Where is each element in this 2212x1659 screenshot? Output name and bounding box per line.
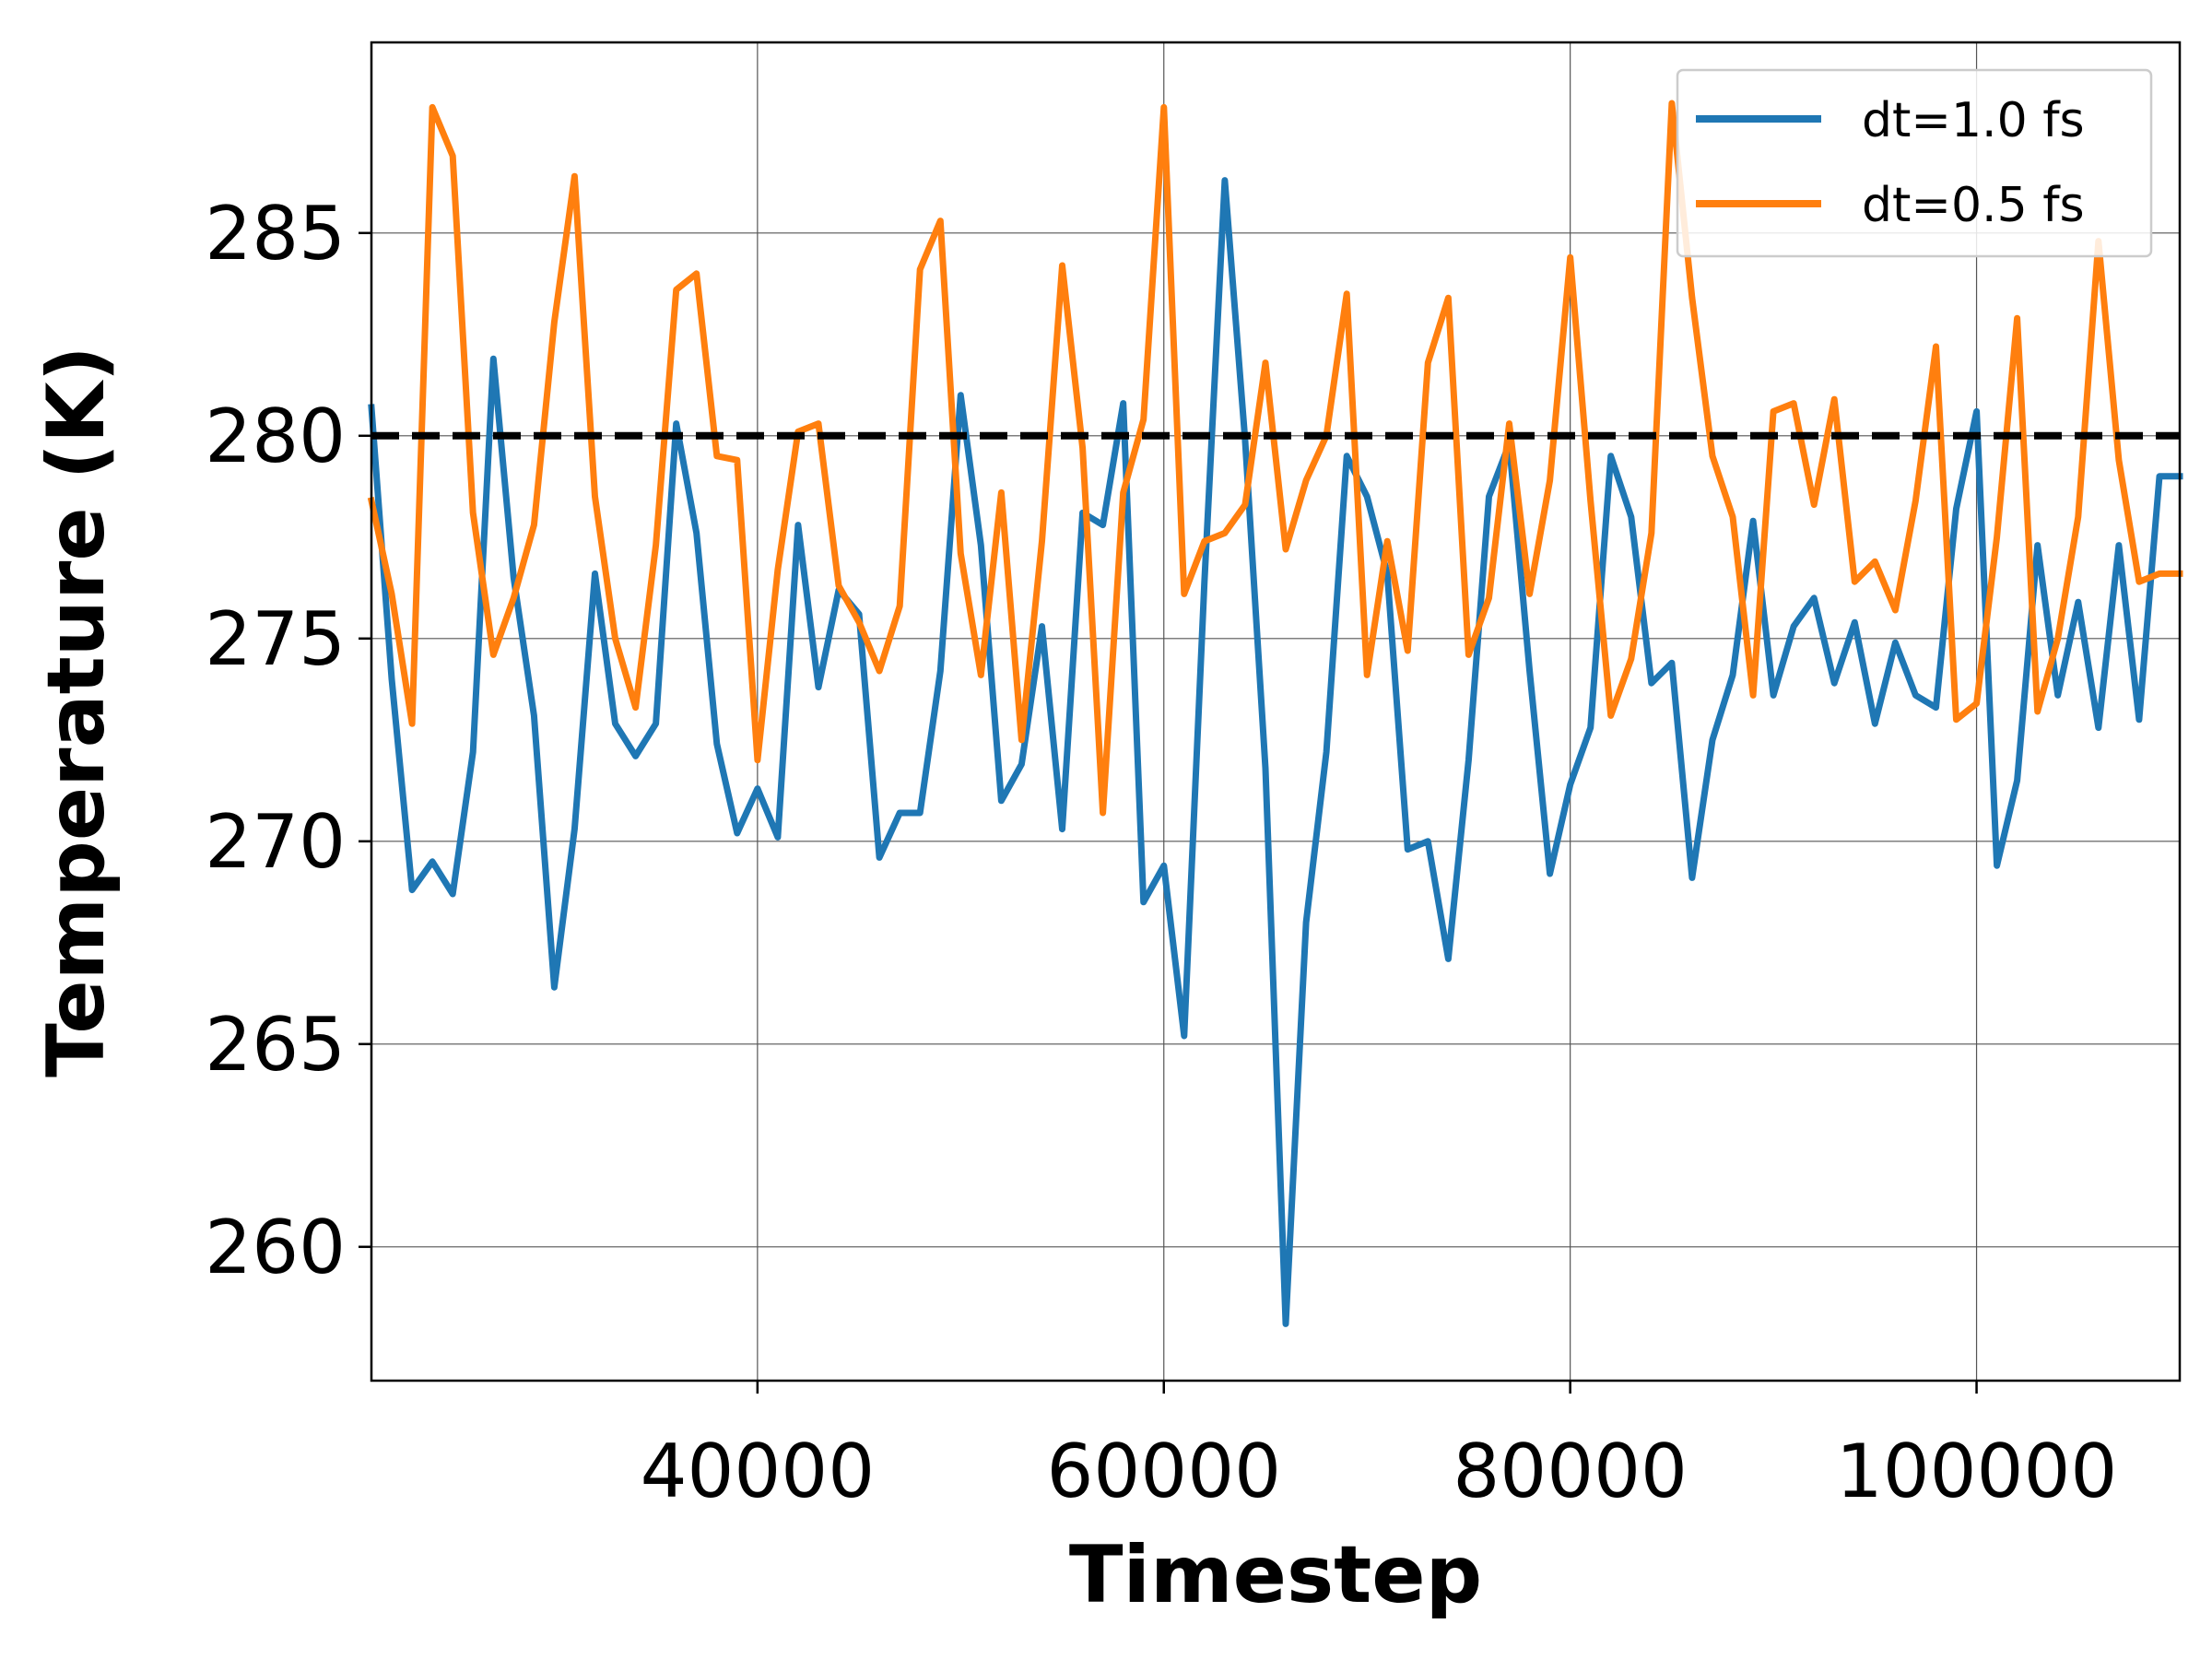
y-tick-label-275: 275 [205,596,346,682]
legend: dt=1.0 fs dt=0.5 fs [1676,68,2153,258]
x-tick-label-80000: 80000 [1453,1429,1688,1514]
axis-ticks: 40000 60000 80000 100000 260 265 270 275 280 285 [205,191,2117,1514]
y-tick-label-260: 260 [205,1205,346,1290]
legend-label-dt-0-5: dt=0.5 fs [1862,178,2085,233]
series-layer [367,100,2183,1327]
x-axis-label: Timestep [1069,1529,1482,1621]
series-line-0 [368,177,2183,1327]
y-tick-label-270: 270 [205,799,346,885]
x-tick-label-40000: 40000 [641,1429,876,1514]
series-line-1 [367,100,2183,817]
y-tick-label-280: 280 [205,394,346,479]
legend-label-dt-1-0: dt=1.0 fs [1862,93,2085,148]
plot-frame [370,41,2182,1382]
y-tick-label-265: 265 [205,1002,346,1088]
x-tick-label-60000: 60000 [1047,1429,1282,1514]
y-axis-label: Temperature (K) [30,346,123,1077]
y-tick-label-285: 285 [205,191,346,276]
x-tick-label-100000: 100000 [1836,1429,2117,1514]
